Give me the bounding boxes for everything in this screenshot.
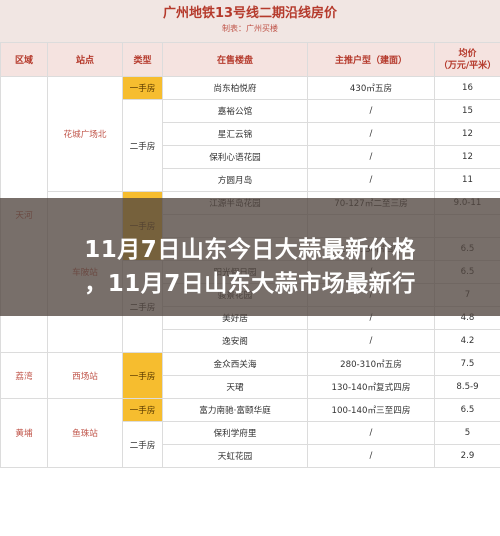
banner-title: 广州地铁13号线二期沿线房价 xyxy=(162,6,338,21)
station-cell: 鱼珠站 xyxy=(47,398,123,468)
header-type: 类型 xyxy=(122,42,163,77)
project-cell: 方圆月岛 xyxy=(162,168,308,192)
table-row: 天河花城广场北一手房尚东柏悦府430㎡五房16 xyxy=(0,76,500,353)
layout-cell: / xyxy=(307,145,435,169)
table-row: 逸安阁/4.2 xyxy=(1,329,500,353)
layout-cell: 100-140㎡三至四房 xyxy=(307,398,435,422)
price-cell: 7.5 xyxy=(434,352,500,376)
layout-cell: / xyxy=(307,421,435,445)
price-cell: 12 xyxy=(434,122,500,146)
price-cell: 6.5 xyxy=(434,398,500,422)
layout-cell: 130-140㎡复式四房 xyxy=(307,375,435,399)
layout-cell: 280-310㎡五房 xyxy=(307,352,435,376)
headline-overlay: 11月7日山东今日大蒜最新价格 ，11月7日山东大蒜市场最新行 xyxy=(0,198,500,316)
region-cell: 荔湾 xyxy=(0,352,48,399)
layout-cell: / xyxy=(307,329,435,353)
header-layout: 主推户型（建面） xyxy=(307,42,435,77)
banner-subtitle: 制表：广州买楼 xyxy=(222,24,278,33)
layout-cell: 430㎡五房 xyxy=(307,76,435,100)
price-cell: 15 xyxy=(434,99,500,123)
price-cell: 8.5-9 xyxy=(434,375,500,399)
type-cell: 一手房 xyxy=(122,352,163,399)
table-row: 荔湾 西场站 一手房 金众西关海 280-310㎡五房 7.5 xyxy=(0,352,500,399)
project-cell: 保利心语花园 xyxy=(162,145,308,169)
price-cell: 2.9 xyxy=(434,444,500,468)
header-price: 均价 （万元/平米） xyxy=(434,42,500,77)
price-cell: 12 xyxy=(434,145,500,169)
layout-cell: / xyxy=(307,444,435,468)
project-cell: 天虹花园 xyxy=(162,444,308,468)
table-row: 天虹花园/2.9 xyxy=(1,444,500,468)
project-cell: 富力南驰·富颐华庭 xyxy=(162,398,308,422)
type-cell: 一手房 xyxy=(122,398,163,422)
table-row: 星汇云锦/12 xyxy=(1,122,500,146)
headline-line-1: 11月7日山东今日大蒜最新价格 xyxy=(84,237,416,263)
table-row: 天珺 130-140㎡复式四房 8.5-9 xyxy=(1,375,500,399)
project-cell: 天珺 xyxy=(162,375,308,399)
project-cell: 逸安阁 xyxy=(162,329,308,353)
station-cell: 西场站 xyxy=(47,352,123,399)
type-cell: 一手房 xyxy=(122,76,163,100)
header-station: 站点 xyxy=(47,42,123,77)
layout-cell: / xyxy=(307,99,435,123)
station-cell: 花城广场北 xyxy=(47,76,123,192)
project-cell: 嘉裕公馆 xyxy=(162,99,308,123)
header-region: 区域 xyxy=(0,42,48,77)
price-cell: 4.2 xyxy=(434,329,500,353)
title-banner: 广州地铁13号线二期沿线房价 制表：广州买楼 xyxy=(0,0,500,42)
price-cell: 11 xyxy=(434,168,500,192)
layout-cell: / xyxy=(307,168,435,192)
project-cell: 尚东柏悦府 xyxy=(162,76,308,100)
price-cell: 16 xyxy=(434,76,500,100)
layout-cell: / xyxy=(307,122,435,146)
project-cell: 金众西关海 xyxy=(162,352,308,376)
project-cell: 保利学府里 xyxy=(162,421,308,445)
header-project: 在售楼盘 xyxy=(162,42,308,77)
project-cell: 星汇云锦 xyxy=(162,122,308,146)
price-cell: 5 xyxy=(434,421,500,445)
type-cell: 二手房 xyxy=(122,421,163,468)
table-row: 二手房 嘉裕公馆/15 xyxy=(1,99,500,192)
table-row: 黄埔 鱼珠站 一手房 富力南驰·富颐华庭 100-140㎡三至四房 6.5 xyxy=(0,398,500,468)
headline-line-2: ，11月7日山东大蒜市场最新行 xyxy=(84,271,416,297)
region-cell: 黄埔 xyxy=(0,398,48,468)
type-cell: 二手房 xyxy=(122,99,163,192)
table-header-row: 区域 站点 类型 在售楼盘 主推户型（建面） 均价 （万元/平米） xyxy=(0,42,500,77)
